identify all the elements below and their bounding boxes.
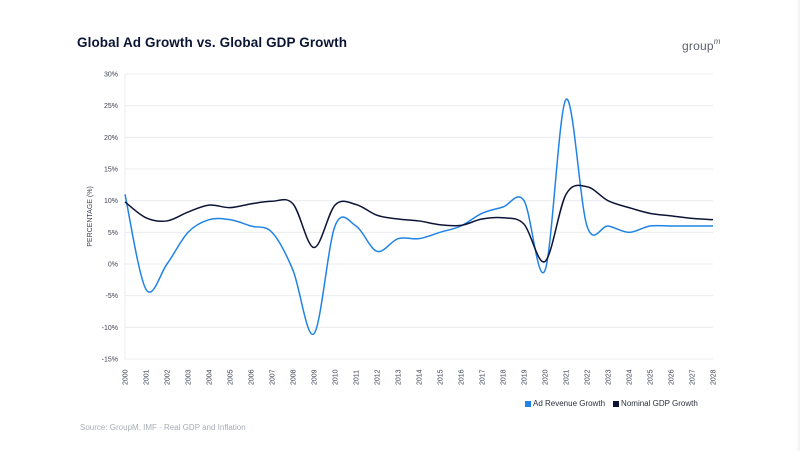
x-tick-label: 2006 [249,369,256,385]
x-tick-label: 2024 [627,369,634,385]
legend-swatch-gdp [613,400,620,407]
x-tick-label: 2021 [564,369,571,385]
x-tick-label: 2028 [711,369,718,385]
ad-revenue-growth-line [124,98,713,335]
x-tick-label: 2020 [543,369,550,385]
x-tick-label: 2022 [585,369,592,385]
x-tick-label: 2004 [207,369,214,385]
x-tick-label: 2023 [606,369,613,385]
y-tick-label: 5% [108,230,118,237]
x-tick-label: 2017 [480,369,487,385]
legend-item-ad-revenue: Ad Revenue Growth [525,399,605,408]
legend-swatch-ad-revenue [525,400,531,407]
x-tick-label: 2026 [669,369,676,385]
x-tick-label: 2002 [165,369,172,385]
y-tick-label: 20% [104,135,118,142]
source-note: Source: GroupM, IMF - Real GDP and Infla… [80,423,246,432]
logo-text: group [682,39,714,53]
x-tick-label: 2018 [501,369,508,385]
y-tick-label: 25% [104,103,118,110]
x-tick-label: 2007 [270,369,277,385]
x-tick-label: 2000 [123,369,130,385]
legend-label-ad-revenue: Ad Revenue Growth [533,399,606,408]
x-tick-label: 2025 [648,369,655,385]
logo-superscript: m [713,37,721,46]
x-tick-label: 2005 [228,369,235,385]
y-tick-label: -5% [106,293,118,300]
gridlines [124,73,713,360]
legend: Ad Revenue Growth Nominal GDP Growth [525,399,698,408]
y-tick-label: 30% [104,72,118,79]
x-tick-label: 2015 [438,369,445,385]
chart-title: Global Ad Growth vs. Global GDP Growth [77,35,348,50]
x-axis-ticks: 2000 2001 2002 2003 2004 2005 2006 2007 2008 2009… [123,369,718,385]
x-tick-label: 2009 [312,369,319,385]
y-tick-label: 0% [108,262,118,269]
y-axis-label: PERCENTAGE (%) [87,186,94,247]
x-tick-label: 2008 [291,369,298,385]
legend-label-gdp: Nominal GDP Growth [621,399,698,408]
x-tick-label: 2019 [522,369,529,385]
x-tick-label: 2011 [354,370,361,385]
series-lines [124,98,714,335]
x-tick-label: 2027 [690,369,697,385]
legend-item-gdp: Nominal GDP Growth [613,399,698,408]
x-tick-label: 2013 [396,369,403,385]
x-tick-label: 2003 [186,369,193,385]
y-axis-ticks: -15% -10% -5% 0% 5% 10% 15% 20% 25% 30% [102,72,118,364]
y-tick-label: 10% [104,198,118,205]
nominal-gdp-growth-line [124,184,714,263]
x-tick-label: 2012 [375,369,382,385]
x-tick-label: 2014 [417,369,424,385]
x-tick-label: 2010 [333,369,340,385]
x-tick-label: 2001 [144,369,151,385]
y-tick-label: -10% [102,325,118,332]
y-tick-label: -15% [102,357,118,364]
groupm-logo: groupm [682,37,721,53]
y-tick-label: 15% [104,167,118,174]
x-tick-label: 2016 [459,369,466,385]
